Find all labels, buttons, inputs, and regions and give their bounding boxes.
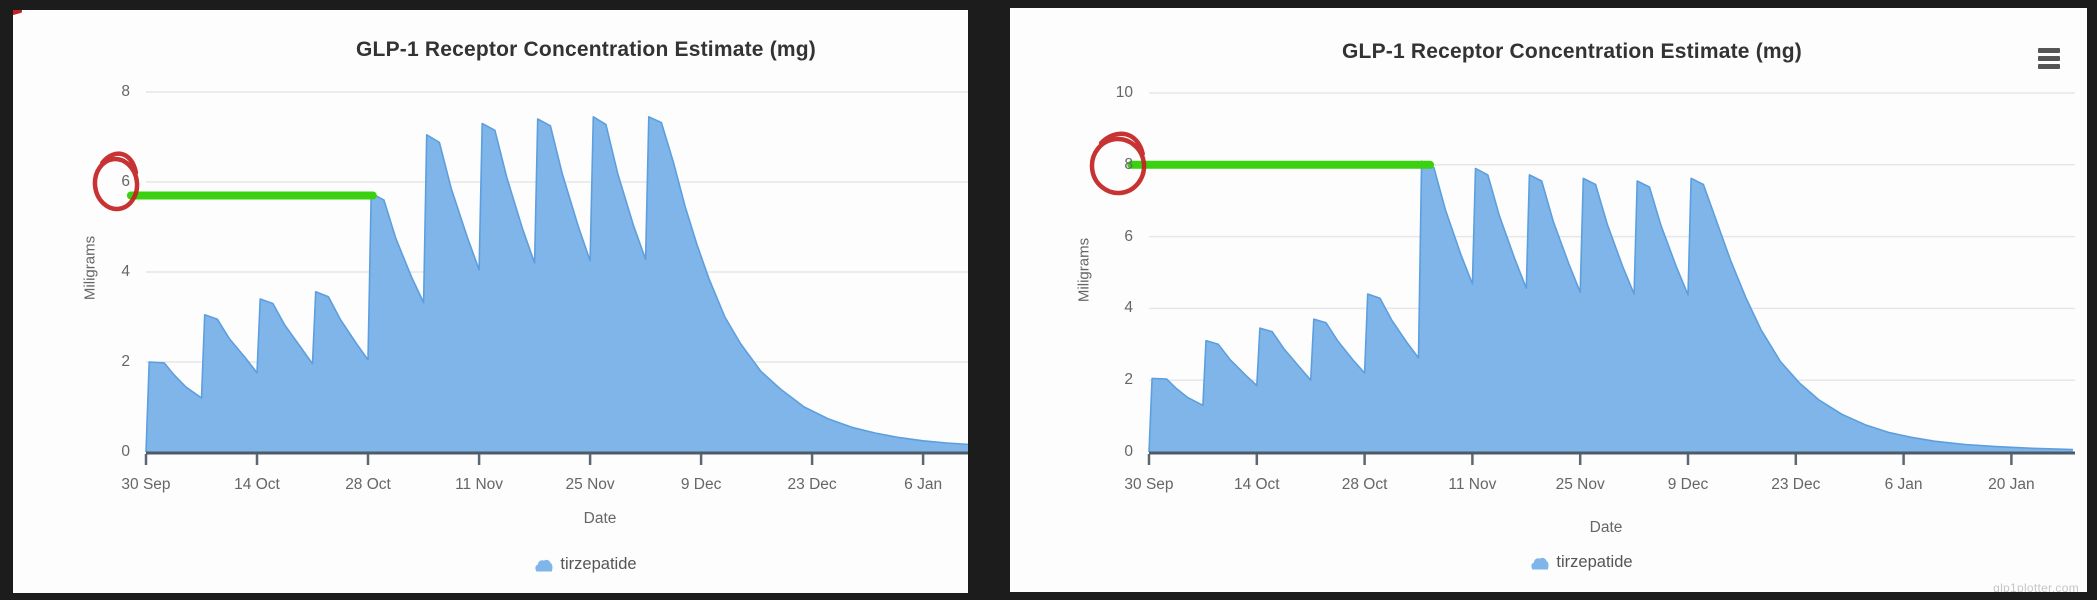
- red-pen-circle: [92, 151, 140, 212]
- x-tick-label-14-oct: 14 Oct: [234, 476, 280, 493]
- y-tick-label-8: 8: [121, 83, 130, 100]
- y-tick-label-8: 8: [1124, 155, 1133, 173]
- x-tick-label-25-nov: 25 Nov: [565, 476, 615, 493]
- x-tick-label-25-nov: 25 Nov: [1555, 476, 1605, 493]
- x-tick-label-9-dec: 9 Dec: [680, 476, 722, 493]
- series-area-tirzepatide: [146, 116, 968, 452]
- x-tick-label-11-nov: 11 Nov: [455, 476, 504, 493]
- left-chart-panel: GLP-1 Receptor Concentration Estimate (m…: [13, 10, 968, 593]
- x-tick-label-23-dec: 23 Dec: [787, 476, 837, 493]
- red-pen-circle: [1089, 131, 1147, 196]
- y-tick-label-0: 0: [121, 443, 130, 460]
- y-tick-label-4: 4: [121, 263, 130, 280]
- y-tick-label-10: 10: [1115, 84, 1133, 101]
- chart-title: GLP-1 Receptor Concentration Estimate (m…: [1342, 40, 1802, 64]
- y-tick-label-4: 4: [1124, 299, 1133, 317]
- y-tick-label-2: 2: [121, 353, 130, 370]
- cloud-icon: [535, 559, 553, 571]
- x-axis-title: Date: [1589, 519, 1623, 536]
- x-tick-label-30-sep: 30 Sep: [1124, 476, 1174, 493]
- x-tick-label-23-dec: 23 Dec: [1771, 476, 1821, 493]
- watermark-text: glp1plotter.com: [1993, 581, 2079, 592]
- cloud-icon: [1531, 557, 1549, 569]
- x-tick-label-14-oct: 14 Oct: [1233, 476, 1280, 493]
- x-tick-label-30-sep: 30 Sep: [121, 476, 171, 493]
- x-tick-label-11-nov: 11 Nov: [1448, 476, 1497, 493]
- x-tick-label-28-oct: 28 Oct: [345, 476, 391, 493]
- series-line-tirzepatide: [1148, 160, 2074, 453]
- legend-label: tirzepatide: [1556, 553, 1633, 571]
- legend-label: tirzepatide: [560, 555, 637, 573]
- series-line-tirzepatide: [145, 116, 968, 453]
- series-area-tirzepatide: [1149, 161, 2073, 452]
- chart-menu-icon[interactable]: [2036, 46, 2062, 71]
- legend-item-tirzepatide[interactable]: tirzepatide: [1529, 553, 1633, 572]
- x-tick-label-9-dec: 9 Dec: [1667, 476, 1709, 493]
- x-axis-title: Date: [583, 510, 617, 527]
- chart-title: GLP-1 Receptor Concentration Estimate (m…: [356, 38, 816, 62]
- x-tick-label-28-oct: 28 Oct: [1341, 476, 1388, 493]
- right-chart-panel: GLP-1 Receptor Concentration Estimate (m…: [1010, 8, 2087, 592]
- x-tick-label-6-jan: 6 Jan: [904, 476, 943, 493]
- y-tick-label-0: 0: [1124, 443, 1133, 460]
- area-chart: [92, 91, 968, 465]
- y-tick-label-2: 2: [1124, 371, 1133, 389]
- area-chart: [1089, 92, 2075, 465]
- x-tick-label-6-jan: 6 Jan: [1884, 476, 1923, 493]
- legend-item-tirzepatide[interactable]: tirzepatide: [533, 555, 637, 574]
- x-tick-label-20-jan: 20 Jan: [1988, 476, 2035, 493]
- y-tick-label-6: 6: [121, 173, 130, 190]
- y-tick-label-6: 6: [1124, 227, 1133, 245]
